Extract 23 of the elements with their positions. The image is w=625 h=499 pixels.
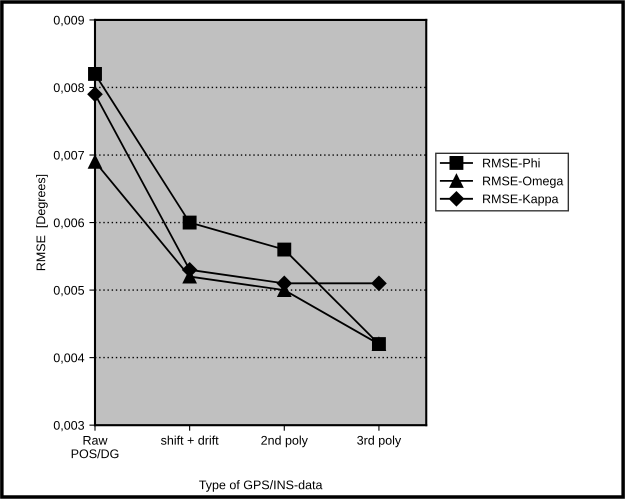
x-tick-label: shift + drift <box>160 436 219 445</box>
y-tick-label: 0,005 <box>54 286 84 296</box>
point <box>277 242 292 257</box>
x-tick-label: 2nd poly <box>261 436 308 448</box>
point <box>88 67 102 81</box>
legend-label: RMSE-Omega <box>483 176 564 188</box>
point <box>87 86 103 102</box>
legend-label: RMSE-Phi <box>483 158 540 168</box>
y-tick-label: 0,008 <box>54 83 84 94</box>
y-axis-title: RMSE [Degrees] <box>36 174 48 270</box>
y-tick-label: 0,003 <box>54 420 84 432</box>
point <box>372 337 386 352</box>
y-tick-label: 0,004 <box>54 353 84 364</box>
y-tick-label: 0,007 <box>54 150 84 162</box>
x-tick-label: 3rd poly <box>357 436 402 448</box>
point <box>371 276 386 291</box>
y-tick-label: 0,006 <box>54 218 84 229</box>
legend-label: RMSE-Kappa <box>483 194 558 206</box>
x-axis-title: Type of GPS/INS-data <box>199 480 322 492</box>
y-tick-label: 0,009 <box>54 16 84 26</box>
point <box>182 216 197 230</box>
point <box>88 154 102 169</box>
x-tick-label: Raw POS/DG <box>72 436 118 458</box>
